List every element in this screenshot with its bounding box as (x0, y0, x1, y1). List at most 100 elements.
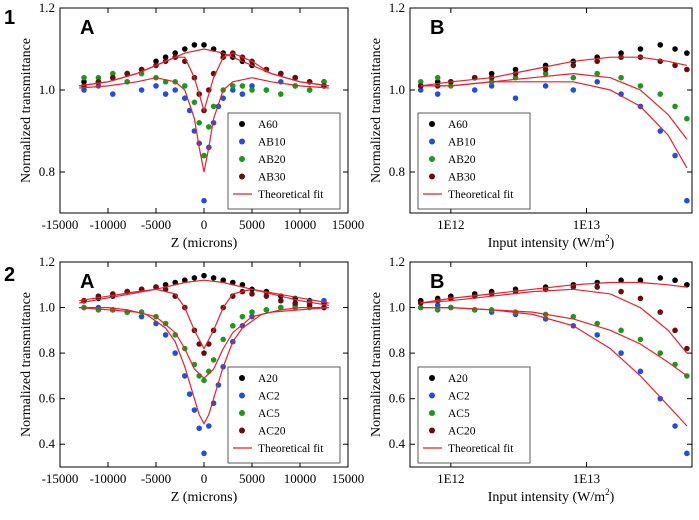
data-point-AB20 (321, 79, 327, 85)
legend-label: AB10 (258, 137, 286, 149)
data-point-AC2 (182, 373, 188, 379)
data-point-AC5 (434, 307, 441, 313)
theoretical-fit-line (79, 77, 329, 173)
data-point-AC20 (618, 288, 624, 295)
data-point-AC5 (471, 307, 478, 313)
data-point-AB10 (220, 95, 226, 101)
y-tick-label: 0.4 (389, 436, 406, 451)
data-point-AC5 (249, 309, 255, 315)
legend: A20 AC2 AC5 AC20 Theoretical fit (417, 366, 531, 464)
legend-marker-A20 (429, 375, 435, 381)
y-tick-label: 1.2 (389, 0, 405, 15)
data-point-AC20 (570, 284, 577, 290)
data-point-A60 (153, 58, 159, 65)
x-axis-label-text: Input intensity (W/m (488, 490, 606, 505)
data-point-AB20 (278, 91, 284, 97)
data-point-A60 (182, 46, 188, 52)
data-point-A20 (210, 275, 217, 281)
theoretical-fit-line (79, 288, 329, 350)
data-point-A60 (672, 46, 678, 52)
theoretical-fit-line (420, 81, 688, 169)
legend-label: AC20 (258, 426, 286, 438)
x-axis-label-text: Z (microns) (171, 236, 238, 251)
theoretical-fit-line (420, 307, 688, 427)
data-point-AB20 (542, 70, 549, 77)
legend-label: AB10 (448, 137, 476, 149)
legend-box (227, 366, 341, 464)
y-tick-label: 1.0 (39, 300, 55, 315)
legend-marker-AC2 (239, 392, 245, 399)
data-point-AB20 (191, 99, 198, 106)
theoretical-fit-line (79, 279, 329, 304)
data-point-AC20 (230, 293, 236, 299)
legend-marker-AB30 (429, 173, 435, 180)
data-point-AB30 (594, 58, 600, 65)
x-tick-label: -5000 (141, 217, 171, 232)
data-point-A20 (684, 281, 690, 288)
data-point-AC5 (263, 307, 270, 313)
x-tick-label: 5000 (239, 471, 265, 486)
x-tick-label: 0 (201, 217, 208, 232)
data-point-AB30 (570, 62, 577, 69)
theoretical-fit-line (79, 307, 329, 380)
x-tick-label: -10000 (90, 217, 127, 232)
y-tick-label: 1.0 (389, 82, 405, 97)
data-point-AC20 (249, 291, 255, 297)
legend-label: AB30 (448, 172, 476, 184)
data-point-A60 (201, 42, 207, 48)
x-tick-label: -10000 (90, 471, 127, 486)
data-point-AB10 (542, 83, 549, 89)
legend-label: AC5 (448, 408, 470, 420)
data-point-AB10 (570, 87, 577, 93)
data-point-AC5 (220, 336, 226, 343)
legend-marker-AB20 (239, 156, 245, 162)
x-axis-label: Input intensity (W/m2) (488, 233, 615, 251)
data-point-A20 (657, 275, 664, 281)
data-point-AC2 (191, 407, 198, 413)
x-axis-label-end: ) (610, 490, 615, 505)
data-point-A20 (182, 277, 188, 284)
legend-box (417, 366, 531, 464)
data-point-AC2 (138, 313, 145, 320)
data-point-A60 (488, 70, 495, 77)
data-point-A20 (220, 277, 226, 284)
data-point-A60 (172, 50, 178, 56)
y-tick-label: 0.6 (389, 391, 406, 406)
legend: A60 AB10 AB20 AB30 Theoretical fit (417, 112, 531, 210)
data-point-AC20 (306, 302, 313, 309)
y-tick-label: 1.0 (39, 82, 55, 97)
x-tick-label: -15000 (42, 471, 79, 486)
y-axis-label: Normalized transmittance (369, 292, 384, 437)
data-point-A20 (672, 277, 678, 284)
data-point-AB20 (201, 152, 207, 159)
data-point-AC20 (263, 293, 270, 299)
data-point-AC5 (657, 350, 664, 356)
legend-label: Theoretical fit (258, 189, 324, 201)
data-point-AC2 (684, 450, 690, 457)
data-point-AB10 (488, 83, 495, 89)
legend-marker-AB30 (239, 173, 245, 180)
theoretical-fit-line (420, 281, 687, 304)
panel-label: A (80, 17, 94, 39)
panel-label: B (430, 271, 444, 293)
legend-label: AC20 (448, 426, 476, 438)
data-point-AC2 (657, 395, 664, 402)
data-point-AB10 (417, 87, 424, 93)
theoretical-fit-line (420, 288, 688, 354)
x-tick-label: 10000 (284, 217, 317, 232)
data-point-A60 (637, 46, 644, 52)
data-point-AB20 (196, 120, 202, 126)
data-point-AB20 (618, 74, 624, 81)
data-point-AC20 (684, 345, 690, 352)
data-point-AC20 (172, 293, 178, 299)
data-point-AC2 (434, 302, 441, 309)
data-point-AC5 (230, 322, 236, 329)
legend-label: A60 (258, 119, 278, 131)
data-point-A20 (201, 272, 207, 279)
legend-label: AB30 (258, 172, 286, 184)
x-tick-label: 1E12 (437, 217, 464, 232)
legend-marker-AC5 (429, 410, 435, 416)
x-tick-label: 1E12 (437, 471, 464, 486)
legend: A60 AB10 AB20 AB30 Theoretical fit (227, 112, 341, 210)
